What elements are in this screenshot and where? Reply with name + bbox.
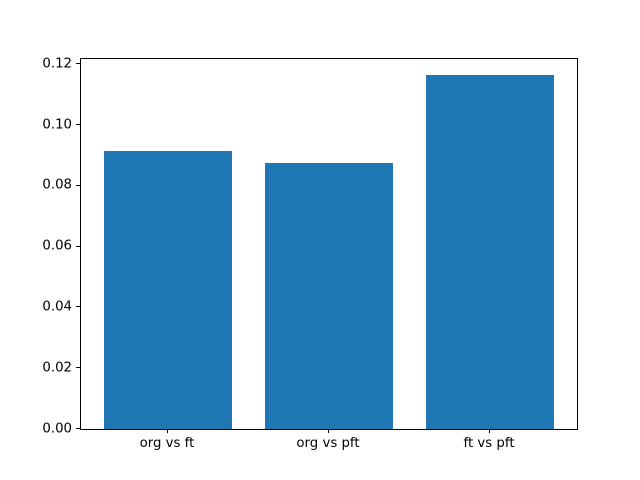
- x-tick-mark: [489, 429, 491, 433]
- y-tick-mark: [76, 124, 80, 126]
- y-tick-mark: [76, 63, 80, 65]
- y-tick-label: 0.02: [42, 360, 72, 376]
- bar-org-vs-pft: [264, 162, 394, 429]
- x-tick-label: ft vs pft: [463, 436, 515, 451]
- y-tick-label: 0.10: [42, 117, 72, 133]
- bar-org-vs-ft: [103, 150, 233, 429]
- y-tick-label: 0.06: [42, 238, 72, 254]
- x-tick-label: org vs pft: [296, 436, 360, 451]
- y-tick-mark: [76, 367, 80, 369]
- y-tick-mark: [76, 306, 80, 308]
- x-tick-mark: [328, 429, 329, 433]
- y-tick-label: 0.08: [42, 177, 72, 193]
- bar-ft-vs-pft: [425, 75, 555, 429]
- y-tick-label: 0.04: [42, 299, 72, 315]
- plot-area: [80, 58, 578, 430]
- y-tick-label: 0.12: [42, 56, 72, 72]
- y-tick-label: 0.00: [42, 420, 72, 436]
- x-tick-mark: [166, 429, 168, 433]
- y-tick-mark: [76, 428, 80, 429]
- y-tick-mark: [76, 184, 80, 186]
- y-tick-mark: [76, 245, 80, 247]
- x-tick-label: org vs ft: [139, 436, 195, 451]
